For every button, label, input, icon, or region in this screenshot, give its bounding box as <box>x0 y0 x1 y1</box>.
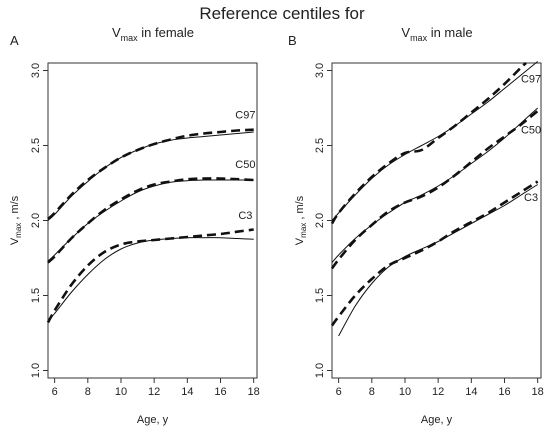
panel-title-main: V <box>401 25 410 40</box>
x-tick-label: 8 <box>369 386 375 398</box>
panel-title: Vmax in male <box>401 25 472 43</box>
panel-label: A <box>10 33 19 48</box>
x-tick-label: 16 <box>498 386 510 398</box>
plot-frame <box>331 62 542 379</box>
x-axis-label: Age, y <box>137 414 169 426</box>
y-tick-label: 1.5 <box>314 288 326 303</box>
series-c3-dashed-line <box>330 180 539 327</box>
x-tick-label: 8 <box>85 386 91 398</box>
series-c50-dashed-line <box>47 177 254 264</box>
x-tick-label: 18 <box>248 386 260 398</box>
y-axis-label: Vmax , m/s <box>294 195 308 245</box>
series-c97-fitted-line <box>331 61 539 221</box>
panel-label: B <box>288 33 297 48</box>
x-tick-label: 6 <box>52 386 58 398</box>
series-c97-dashed-line <box>47 128 254 220</box>
series-c50-dashed-line <box>330 109 539 270</box>
x-tick-label: 12 <box>432 386 444 398</box>
y-tick-label: 2.5 <box>314 138 326 153</box>
y-tick-label: 1.0 <box>314 363 326 378</box>
panel-title: Vmax in female <box>112 25 194 43</box>
panel-title-rest: in female <box>138 25 194 40</box>
y-tick-label: 1.5 <box>30 288 42 303</box>
x-tick-label: 12 <box>148 386 160 398</box>
y-tick-label: 2.0 <box>314 213 326 228</box>
y-axis-label-main: V <box>294 237 306 245</box>
panel-title-sub: max <box>410 33 428 43</box>
chart-panel-b: B Vmax in male 6 8 10 12 14 16 18 1.0 1.5 2.0 2.5 3.0… <box>288 25 544 426</box>
panel-title-main: V <box>112 25 121 40</box>
x-tick-label: 14 <box>181 386 193 398</box>
y-tick-label: 3.0 <box>30 63 42 78</box>
x-tick-label: 10 <box>115 386 127 398</box>
series-label-c97: C97 <box>235 110 255 122</box>
y-tick-label: 2.5 <box>30 138 42 153</box>
series-c50-fitted-line <box>331 107 539 263</box>
series-label-c50: C50 <box>235 159 255 171</box>
x-tick-label: 10 <box>399 386 411 398</box>
series-label-c97: C97 <box>521 74 541 86</box>
x-tick-label: 18 <box>532 386 544 398</box>
y-tick-label: 1.0 <box>30 363 42 378</box>
series-label-c50: C50 <box>521 125 541 137</box>
x-tick-label: 16 <box>214 386 226 398</box>
panel-title-rest: in male <box>427 25 473 40</box>
y-axis-label-main: V <box>9 237 21 245</box>
series-c3-fitted-line <box>338 184 538 337</box>
y-tick-label: 3.0 <box>314 63 326 78</box>
series-label-c3: C3 <box>238 210 252 222</box>
series-c97-dashed-line <box>330 61 527 225</box>
panel-title-sub: max <box>121 33 139 43</box>
y-axis-label-sub: max <box>14 223 23 238</box>
x-tick-label: 14 <box>465 386 477 398</box>
x-axis-label: Age, y <box>421 414 453 426</box>
y-tick-label: 2.0 <box>30 213 42 228</box>
series-c50-fitted-line <box>47 179 254 262</box>
series-c3-dashed-line <box>46 228 254 324</box>
plot-frame <box>47 62 258 379</box>
y-axis-label: Vmax , m/s <box>9 195 23 245</box>
figure-title: Reference centiles for <box>199 4 365 23</box>
x-tick-label: 6 <box>336 386 342 398</box>
y-axis-label-rest: , m/s <box>9 195 21 222</box>
y-axis-label-sub: max <box>299 223 308 238</box>
chart-panel-a: A Vmax in female 6 8 10 12 14 16 18 1.0 1.5 2.0 2.5 3… <box>9 25 260 426</box>
series-label-c3: C3 <box>524 192 538 204</box>
y-axis-label-rest: , m/s <box>294 195 306 222</box>
series-c3-fitted-line <box>47 237 254 322</box>
